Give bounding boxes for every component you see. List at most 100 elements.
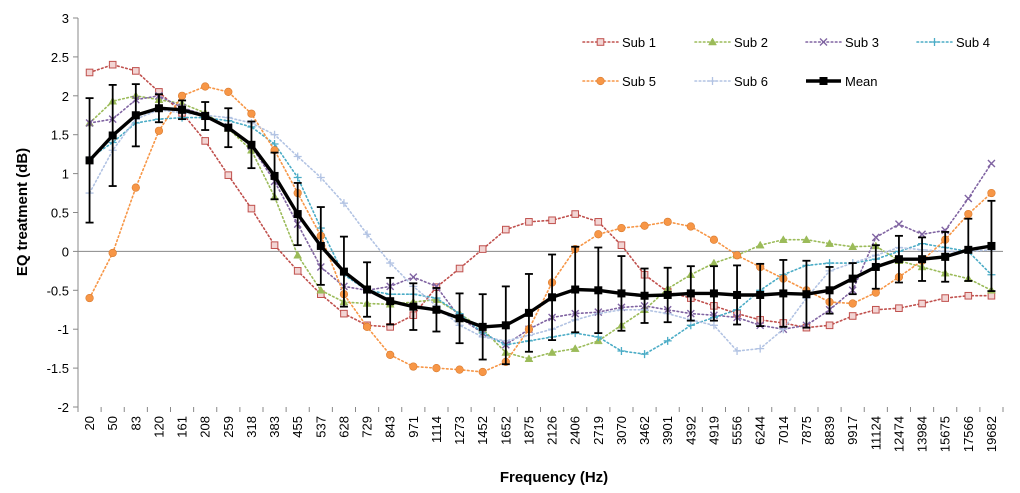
- x-tick-label: 120: [151, 416, 166, 438]
- x-tick-label: 318: [244, 416, 259, 438]
- data-point: [894, 220, 903, 229]
- data-point: [502, 225, 510, 234]
- data-point: [594, 218, 603, 226]
- data-point: [224, 171, 233, 179]
- data-point: [617, 289, 626, 298]
- data-point: [247, 109, 256, 118]
- data-point: [293, 250, 303, 259]
- legend-marker: [708, 37, 717, 46]
- x-tick-label: 4392: [683, 416, 698, 445]
- x-tick-label: 383: [267, 416, 282, 438]
- legend-item-sub-3: Sub 3: [805, 35, 879, 50]
- data-point: [895, 304, 903, 312]
- data-point: [547, 348, 557, 356]
- y-tick-label: -1: [57, 322, 69, 337]
- data-point: [756, 290, 765, 299]
- data-point: [686, 222, 695, 231]
- data-point: [570, 344, 580, 352]
- data-point: [825, 239, 834, 247]
- data-point: [640, 291, 649, 300]
- x-tick-label: 19682: [984, 416, 999, 452]
- x-tick-label: 12474: [891, 416, 906, 452]
- data-point: [848, 242, 858, 250]
- data-point: [201, 112, 210, 121]
- data-point: [339, 199, 348, 208]
- series-line: [88, 94, 993, 360]
- data-point: [594, 230, 603, 239]
- legend-label: Sub 2: [734, 35, 768, 50]
- data-point: [825, 321, 834, 330]
- data-point: [779, 289, 788, 298]
- data-point: [177, 91, 187, 100]
- x-tick-label: 3462: [637, 416, 652, 445]
- data-point: [848, 274, 857, 283]
- data-point: [732, 251, 742, 260]
- y-tick-label: 0.5: [51, 206, 69, 221]
- data-point: [201, 82, 210, 91]
- data-point: [756, 344, 765, 353]
- data-point: [316, 285, 326, 294]
- data-point: [848, 312, 857, 320]
- data-point: [85, 68, 94, 77]
- x-tick-label: 3901: [660, 416, 675, 445]
- data-point: [525, 218, 533, 226]
- x-tick-label: 2126: [545, 416, 560, 445]
- data-point: [455, 314, 464, 323]
- series-line: [88, 106, 992, 329]
- data-point: [548, 293, 557, 302]
- data-point: [363, 230, 372, 239]
- data-point: [316, 241, 325, 250]
- legend-item-mean: Mean: [806, 74, 878, 89]
- series-sub-6: [85, 105, 996, 355]
- data-point: [964, 291, 973, 300]
- x-tick-label: 7875: [799, 416, 814, 445]
- legend-label: Sub 4: [956, 35, 990, 50]
- x-tick-label: 161: [175, 416, 190, 438]
- data-point: [987, 241, 996, 250]
- data-point: [293, 173, 302, 182]
- data-point: [686, 289, 695, 298]
- x-tick-label: 8839: [822, 416, 837, 445]
- data-point: [663, 336, 672, 345]
- data-point: [316, 173, 325, 182]
- data-point: [362, 322, 372, 331]
- data-point: [709, 258, 719, 267]
- data-point: [386, 350, 395, 359]
- series-sub-3: [85, 91, 996, 349]
- legend-marker: [708, 77, 717, 85]
- data-point: [941, 252, 950, 261]
- x-tick-label: 259: [221, 416, 236, 438]
- data-point: [409, 362, 418, 371]
- series-layer: [85, 60, 996, 377]
- legend-item-sub-2: Sub 2: [694, 35, 768, 50]
- data-point: [132, 67, 140, 75]
- data-point: [108, 60, 117, 69]
- x-tick-label: 1114: [429, 416, 444, 443]
- series-sub-4: [85, 113, 996, 359]
- x-tick-label: 7014: [776, 416, 791, 445]
- y-tick-label: -2: [57, 400, 69, 415]
- x-tick-label: 1875: [521, 416, 536, 445]
- y-tick-label: 3: [62, 11, 69, 26]
- data-point: [571, 285, 580, 294]
- data-point: [386, 259, 395, 268]
- y-tick-label: 0: [62, 244, 69, 259]
- data-point: [524, 308, 533, 317]
- x-tick-label: 83: [128, 416, 143, 430]
- x-tick-label: 15675: [938, 416, 953, 452]
- x-tick-label: 17566: [961, 416, 976, 452]
- data-point: [848, 299, 857, 308]
- y-axis-title: EQ treatment (dB): [14, 148, 31, 276]
- x-tick-label: 2406: [568, 416, 583, 445]
- series-line: [88, 116, 993, 355]
- data-point: [131, 183, 140, 192]
- data-point: [918, 255, 927, 264]
- data-point: [478, 322, 487, 331]
- x-tick-label: 1273: [452, 416, 467, 445]
- legend: Sub 1 Sub 2 Sub 3 Sub 4 Sub 5 Sub 6 Mean: [582, 35, 990, 89]
- data-point: [594, 286, 603, 295]
- data-point: [131, 111, 140, 120]
- x-tick-label: 4919: [706, 416, 721, 445]
- data-point: [964, 194, 973, 203]
- x-tick-label: 729: [360, 416, 375, 438]
